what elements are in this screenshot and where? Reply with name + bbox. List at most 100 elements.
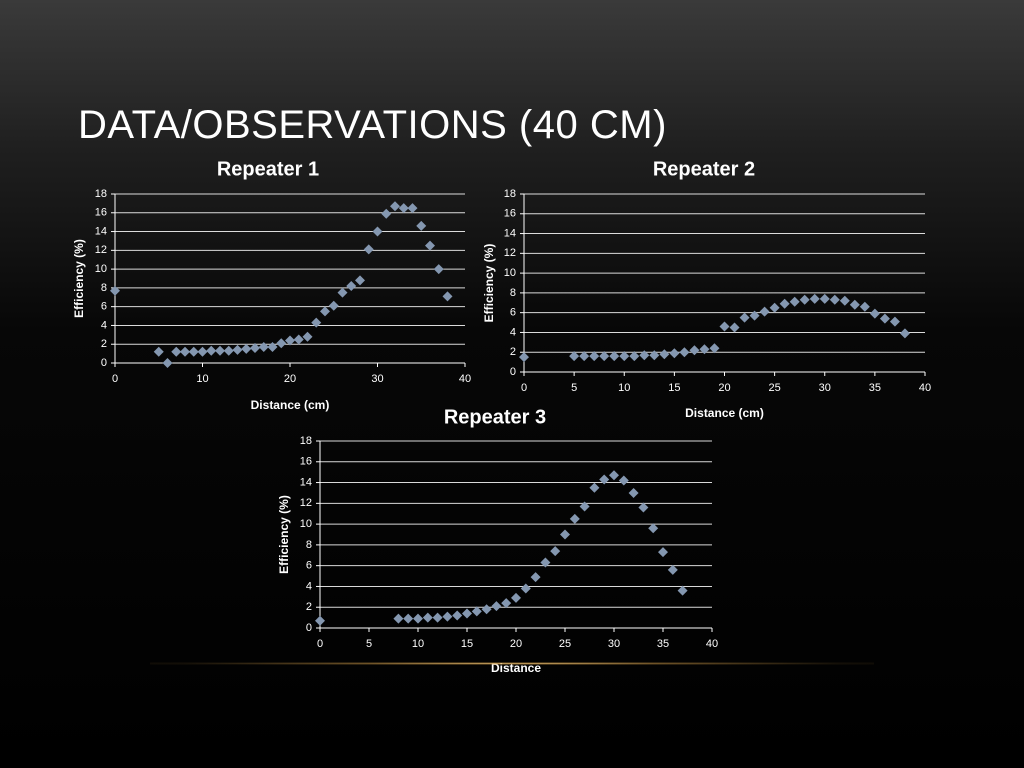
data-point [519,352,529,363]
y-tick-label: 4 [510,326,516,338]
x-tick-label: 35 [869,382,881,394]
data-point [491,601,502,612]
data-point [560,529,570,540]
data-point [589,482,600,493]
data-point [789,296,800,307]
x-tick-label: 30 [819,382,831,394]
y-tick-label: 6 [306,560,312,572]
x-tick-label: 40 [706,638,718,650]
data-point [346,281,357,292]
slide-title: DATA/OBSERVATIONS (40 CM) [78,103,667,147]
chart-title: Repeater 1 [217,158,319,180]
data-point [829,294,840,305]
y-tick-label: 2 [306,601,312,613]
data-point [433,264,444,275]
x-axis-title: Distance (cm) [251,398,330,412]
y-tick-label: 0 [101,357,107,369]
y-axis-title: Efficiency (%) [482,244,496,323]
y-tick-label: 6 [101,301,107,313]
data-point [869,308,880,319]
data-point [879,313,890,324]
y-tick-label: 0 [306,622,312,634]
data-point [530,572,541,583]
y-tick-label: 16 [504,208,516,220]
y-tick-label: 12 [95,244,107,256]
data-point [390,201,400,212]
y-tick-label: 10 [504,267,516,279]
data-point [153,346,164,357]
data-point [739,312,750,323]
x-tick-label: 15 [461,638,473,650]
data-point [628,487,639,498]
y-tick-label: 4 [306,580,312,592]
x-tick-label: 40 [919,382,931,394]
y-tick-label: 14 [95,225,107,237]
data-point [849,299,860,310]
data-point [425,240,435,251]
y-tick-label: 12 [300,497,312,509]
data-point [579,501,590,512]
data-point [162,358,173,368]
data-point [223,345,234,356]
data-point [422,612,433,623]
data-point [550,546,561,557]
data-point [501,598,512,609]
x-tick-label: 25 [559,638,571,650]
x-tick-label: 20 [718,382,730,394]
data-point [599,351,610,362]
data-point [729,322,740,333]
chart-repeater-3: Repeater 3 0 2 4 6 8 10 12 14 16 18 0 5 10 15 20 25 30 35 4… [277,406,718,675]
data-point [649,350,660,361]
x-tick-label: 20 [510,638,522,650]
y-tick-label: 8 [510,287,516,299]
data-point [540,557,551,568]
data-point [363,244,374,255]
data-point [315,615,325,626]
data-point [609,470,619,481]
data-point [618,475,629,486]
x-tick-label: 0 [317,638,323,650]
x-tick-label: 10 [412,638,424,650]
data-point [442,611,453,622]
y-tick-label: 18 [504,188,516,200]
data-point [337,287,348,298]
x-tick-label: 30 [608,638,620,650]
data-point [215,345,225,356]
data-point [197,346,208,357]
data-point [302,331,313,342]
data-point [779,298,790,309]
data-point [658,547,668,558]
y-axis-title: Efficiency (%) [72,239,86,318]
data-point [659,349,670,360]
data-point [232,344,243,355]
data-point [442,291,453,302]
data-point [320,306,330,317]
data-point [839,295,850,306]
data-point [398,203,409,214]
x-tick-label: 20 [284,373,296,385]
data-point [889,316,900,327]
data-point [709,343,720,354]
data-point [511,592,521,603]
data-point [188,346,199,357]
y-tick-label: 16 [95,207,107,219]
x-tick-label: 0 [521,382,527,394]
data-point [619,351,630,362]
data-point [285,335,295,346]
data-point [859,301,870,312]
y-tick-label: 10 [95,263,107,275]
data-point [381,208,392,219]
data-point [416,220,427,231]
data-point [569,513,580,524]
y-tick-label: 14 [300,476,312,488]
data-point [372,226,383,237]
data-point [355,275,365,286]
data-point [520,583,531,594]
data-point [569,351,580,362]
data-point [258,342,269,353]
data-point [599,474,610,485]
data-point [769,302,780,313]
data-point [699,344,710,355]
data-point [403,613,414,624]
